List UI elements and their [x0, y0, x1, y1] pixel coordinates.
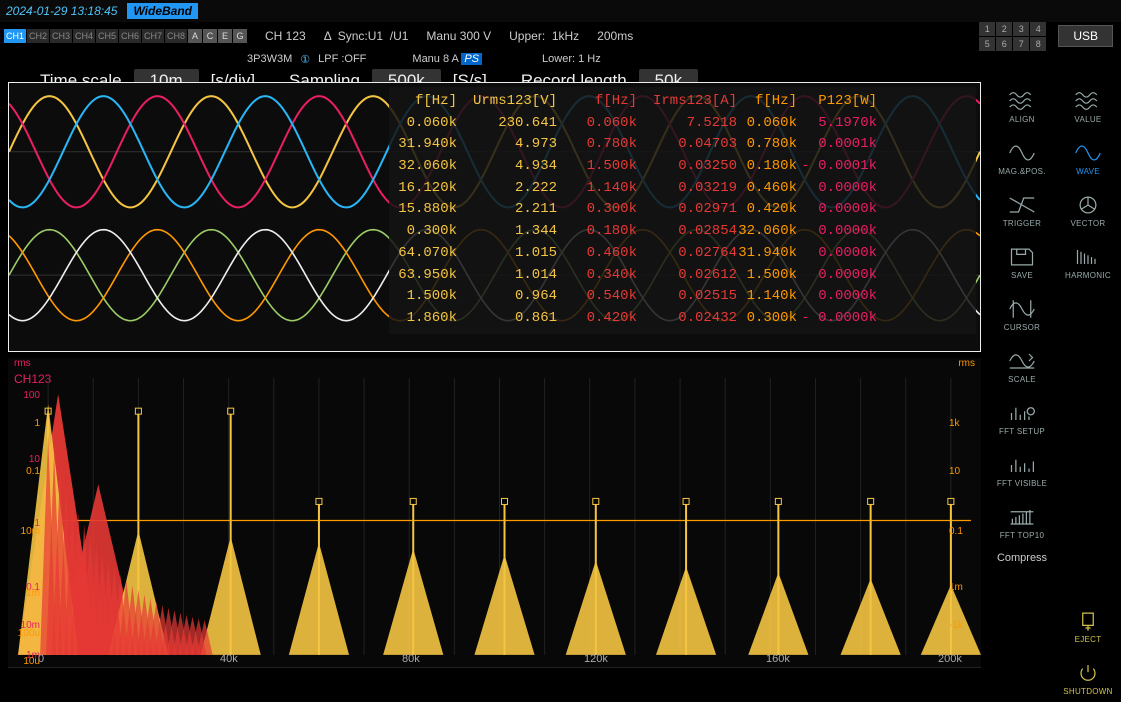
header-manu-v: Manu 300 V [426, 29, 491, 43]
side-cursor[interactable]: CURSOR [995, 290, 1049, 338]
channel-pill-ch7[interactable]: CH7 [142, 29, 164, 43]
side-value[interactable]: VALUE [1061, 82, 1115, 130]
page-numpad[interactable]: 12345678 [979, 22, 1046, 51]
channel-pill-e[interactable]: E [218, 29, 232, 43]
compress-label: Compress [997, 552, 1047, 564]
wideband-badge: WideBand [127, 3, 198, 19]
side-eject[interactable]: EJECT [1061, 602, 1115, 650]
header-manu-a: Manu 8 A PS [412, 53, 482, 65]
header-sync: Δ Sync:U1 /U1 [324, 29, 409, 43]
side-scale[interactable]: SCALE [995, 342, 1049, 390]
usb-button[interactable]: USB [1058, 25, 1113, 47]
side-magpos[interactable]: MAG.&POS. [995, 134, 1049, 182]
side-align[interactable]: ALIGN [995, 82, 1049, 130]
side-fftvisible[interactable]: FFT VISIBLE [995, 446, 1049, 494]
side-ffttop10[interactable]: FFT TOP10 [995, 498, 1049, 546]
sidebar-right: VALUEWAVEVECTORHARMONIC EJECTSHUTDOWN [1055, 80, 1121, 702]
waveform-panel: f[Hz]Urms123[V]f[Hz]Irms123[A]f[Hz]P123[… [8, 82, 981, 352]
header-lower: Lower: 1 Hz [542, 53, 601, 65]
channel-pill-ch3[interactable]: CH3 [50, 29, 72, 43]
channel-pill-ch2[interactable]: CH2 [27, 29, 49, 43]
harmonic-table: f[Hz]Urms123[V]f[Hz]Irms123[A]f[Hz]P123[… [389, 87, 976, 334]
side-harmonic[interactable]: HARMONIC [1061, 238, 1115, 286]
channel-pill-ch5[interactable]: CH5 [96, 29, 118, 43]
side-shutdown[interactable]: SHUTDOWN [1061, 654, 1115, 702]
timestamp: 2024-01-29 13:18:45 [6, 4, 117, 18]
channel-pill-a[interactable]: A [188, 29, 202, 43]
channel-pill-ch8[interactable]: CH8 [165, 29, 187, 43]
channel-pill-ch6[interactable]: CH6 [119, 29, 141, 43]
channel-pill-c[interactable]: C [203, 29, 217, 43]
header-idx: ① [300, 53, 310, 66]
side-fftsetup[interactable]: FFT SETUP [995, 394, 1049, 442]
side-vector[interactable]: VECTOR [1061, 186, 1115, 234]
channel-pills[interactable]: CH1CH2CH3CH4CH5CH6CH7CH8ACEG [4, 29, 247, 43]
side-wave[interactable]: WAVE [1061, 134, 1115, 182]
side-save[interactable]: SAVE [995, 238, 1049, 286]
fft-panel: rms rms CH123 1001100.1110m0.11m10m100u1… [8, 358, 981, 668]
header-lpf: LPF :OFF [318, 53, 366, 65]
header-sys: 3P3W3M [247, 53, 292, 65]
sidebar-left: ALIGNMAG.&POS.TRIGGERSAVECURSORSCALEFFT … [989, 80, 1055, 702]
channel-pill-ch1[interactable]: CH1 [4, 29, 26, 43]
header-timebase: 200ms [597, 29, 633, 43]
side-trigger[interactable]: TRIGGER [995, 186, 1049, 234]
header-upper: Upper: 1kHz [509, 29, 579, 43]
channel-pill-g[interactable]: G [233, 29, 247, 43]
header-ch: CH 123 [265, 29, 306, 43]
channel-pill-ch4[interactable]: CH4 [73, 29, 95, 43]
